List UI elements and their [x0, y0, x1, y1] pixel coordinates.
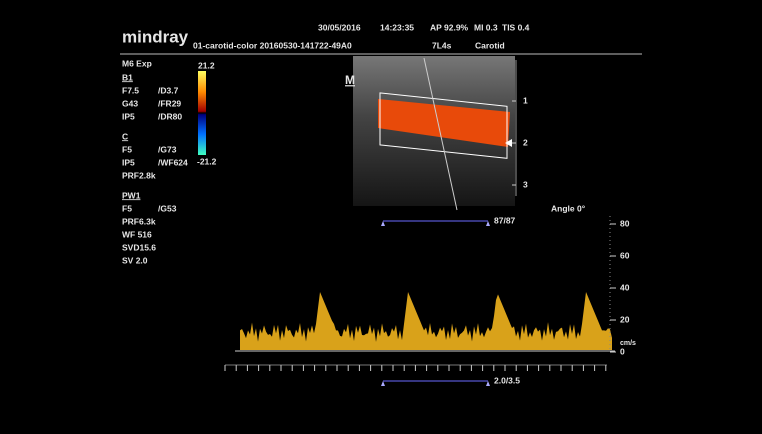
color-box — [379, 92, 508, 159]
ap: AP 92.9% — [430, 22, 469, 32]
depth-labels: 1 2 3 — [512, 95, 528, 189]
preset: Carotid — [475, 40, 505, 50]
param: F5 — [122, 203, 132, 213]
slider-ends — [381, 221, 490, 226]
scale-label: 60 — [620, 250, 630, 260]
sweep-ends — [381, 381, 490, 386]
param: F7.5 — [122, 85, 139, 95]
date: 30/05/2016 — [318, 22, 361, 32]
depth-label: 2 — [523, 137, 528, 147]
focus-marker — [505, 139, 512, 147]
scale-label: 40 — [620, 282, 630, 292]
scale-label: 20 — [620, 314, 630, 324]
color-bar — [198, 71, 206, 155]
param: G43 — [122, 98, 138, 108]
section-title: B1 — [122, 72, 133, 82]
probe: 7L4s — [432, 40, 452, 50]
mode: M6 Exp — [122, 58, 152, 68]
colorbar-min: -21.2 — [197, 156, 217, 166]
param: SVD15.6 — [122, 242, 156, 252]
color-flow — [378, 99, 510, 147]
time-axis — [224, 364, 607, 371]
section-title: C — [122, 131, 128, 141]
doppler-spectrum — [240, 292, 612, 350]
param: SV 2.0 — [122, 255, 148, 265]
param: /FR29 — [158, 98, 181, 108]
gate: 87/87 — [494, 215, 516, 225]
param: /G73 — [158, 144, 177, 154]
time: 14:23:35 — [380, 22, 414, 32]
depth-label: 1 — [523, 95, 528, 105]
param: PRF6.3k — [122, 216, 156, 226]
param: PRF2.8k — [122, 170, 156, 180]
scale-label: 0 — [620, 346, 625, 356]
depth-label: 3 — [523, 179, 528, 189]
brand: mindray — [122, 27, 189, 46]
tis: TIS 0.4 — [502, 22, 530, 32]
scale-label: 80 — [620, 218, 630, 228]
file: 01-carotid-color 20160530-141722-49A0 — [193, 40, 352, 50]
param: WF 516 — [122, 229, 152, 239]
sweep: 2.0/3.5 — [494, 375, 520, 385]
params: M6 Exp B1 F7.5/D3.7 G43/FR29 IP5/DR80 C F5/G73… — [122, 58, 188, 265]
param: IP5 — [122, 157, 135, 167]
unit: cm/s — [620, 340, 636, 347]
param: IP5 — [122, 111, 135, 121]
param: F5 — [122, 144, 132, 154]
param: /G53 — [158, 203, 177, 213]
param: /WF624 — [158, 157, 188, 167]
mi: MI 0.3 — [474, 22, 498, 32]
param: /D3.7 — [158, 85, 179, 95]
param: /DR80 — [158, 111, 182, 121]
section-title: PW1 — [122, 190, 141, 200]
angle: Angle 0° — [551, 203, 586, 213]
marker: M — [345, 73, 355, 87]
colorbar-max: 21.2 — [198, 60, 215, 70]
velocity-labels: 80 60 40 20 0 — [610, 218, 630, 356]
doppler-line — [423, 57, 458, 211]
